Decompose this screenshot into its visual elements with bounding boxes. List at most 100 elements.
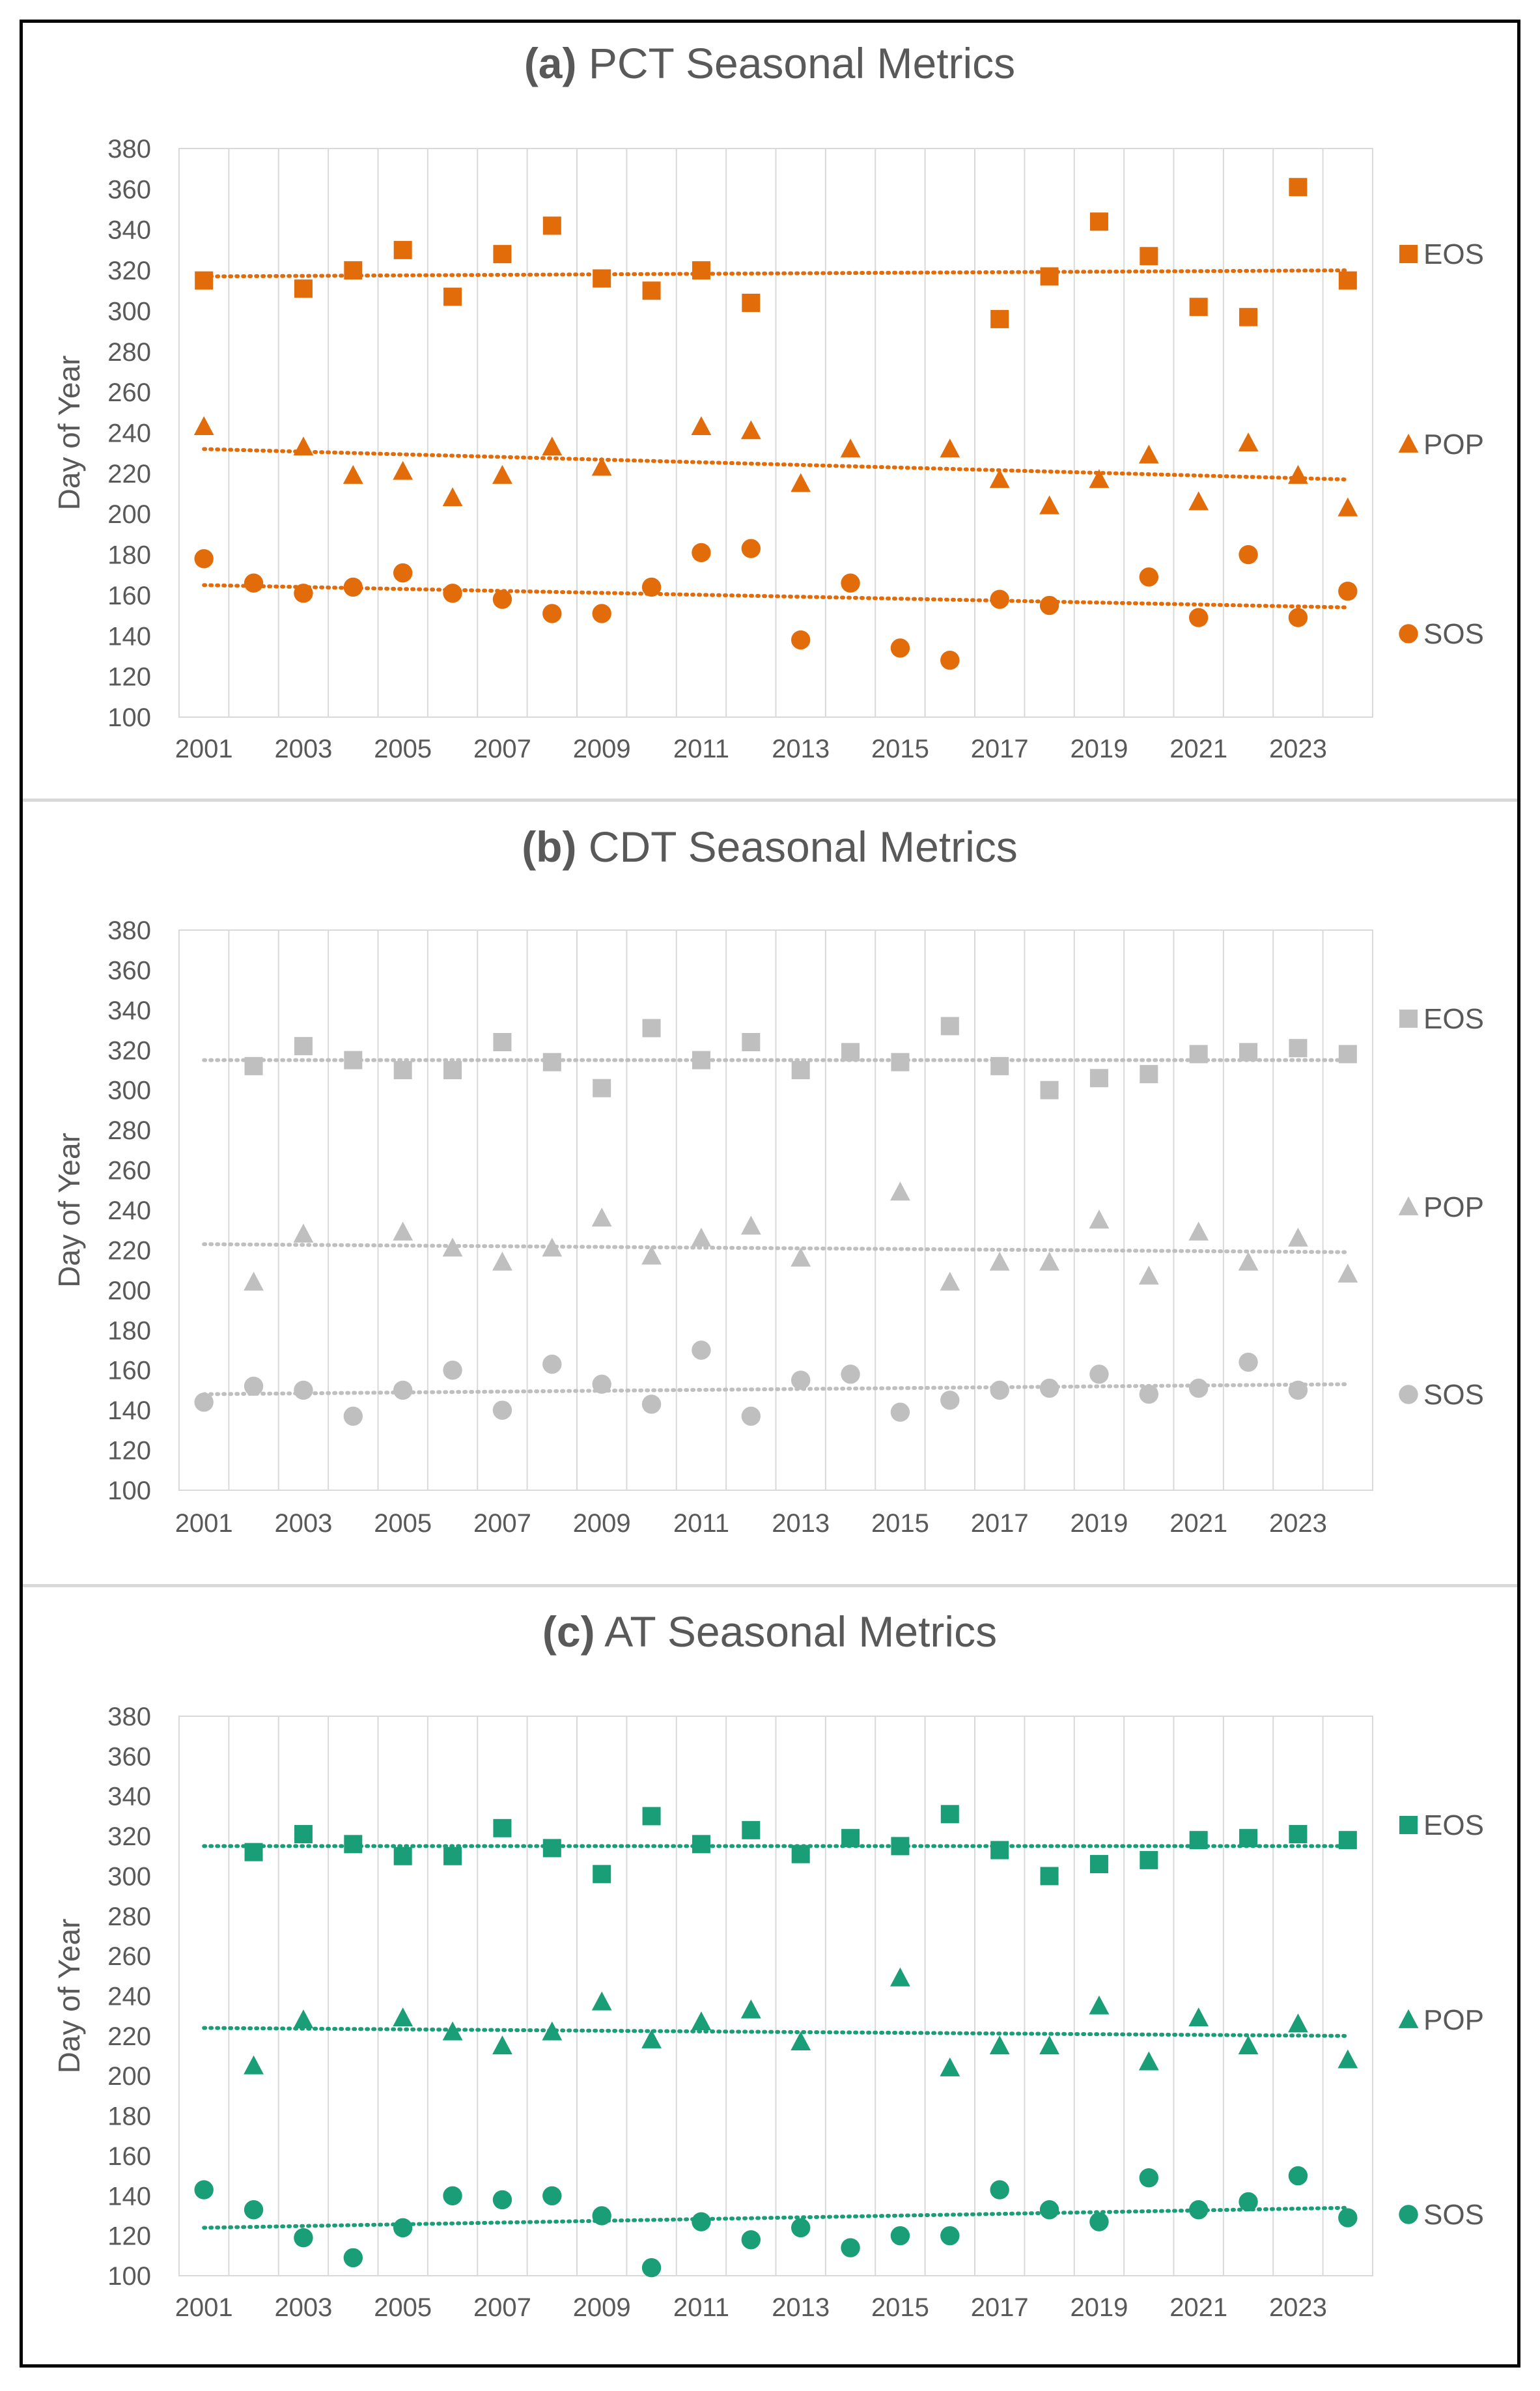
y-tick-label: 380: [107, 1703, 151, 1731]
x-tick-label: 2009: [573, 1509, 631, 1538]
data-point-eos: [244, 1843, 263, 1861]
data-point-eos: [692, 1051, 710, 1069]
data-point-sos: [194, 2180, 214, 2200]
series-sos: [194, 1340, 1350, 1426]
data-point-pop: [542, 1238, 563, 1257]
y-tick-label: 280: [107, 1116, 151, 1145]
data-point-pop: [591, 1208, 612, 1227]
trend-line-sos: [202, 583, 1350, 610]
plot-area: [178, 1716, 1373, 2276]
y-tick-label: 160: [107, 582, 151, 610]
x-tick-label: 2011: [673, 735, 729, 763]
data-point-pop: [393, 460, 413, 480]
data-point-eos: [1189, 1045, 1208, 1064]
data-point-pop: [244, 2055, 264, 2074]
data-point-sos: [343, 577, 363, 597]
legend-marker-eos: [1399, 1816, 1418, 1834]
data-point-eos: [1239, 1043, 1258, 1062]
y-tick-label: 200: [107, 1277, 151, 1305]
series-sos: [194, 539, 1358, 670]
x-tick-label: 2011: [673, 1509, 729, 1538]
y-tick-label: 220: [107, 460, 151, 488]
y-tick-label: 360: [107, 956, 151, 985]
data-point-sos: [1338, 581, 1358, 601]
y-tick-label: 360: [107, 175, 151, 204]
chart-panel-3: (c) AT Seasonal Metrics 100 120 140 160 180 20…: [52, 1607, 1484, 2322]
data-point-pop: [1039, 495, 1059, 515]
data-point-eos: [1289, 1825, 1308, 1844]
x-tick-label: 2007: [473, 1509, 531, 1538]
data-point-sos: [641, 577, 662, 597]
x-tick-label: 2023: [1269, 735, 1327, 763]
data-point-eos: [1338, 271, 1357, 290]
x-tick-label: 2009: [573, 2293, 631, 2322]
data-point-sos: [294, 2228, 313, 2248]
y-tick-label: 380: [107, 135, 151, 163]
data-point-sos: [1139, 567, 1159, 587]
data-point-eos: [642, 281, 661, 300]
data-point-sos: [841, 1365, 860, 1384]
data-point-eos: [692, 261, 710, 280]
data-point-eos: [443, 287, 462, 306]
data-point-sos: [393, 2218, 413, 2238]
x-tick-label: 2013: [772, 2293, 830, 2322]
data-point-eos: [443, 1061, 462, 1079]
y-tick-label: 100: [107, 2262, 151, 2291]
trend-line-pop: [202, 1242, 1350, 1254]
data-point-sos: [890, 638, 910, 658]
legend-label: EOS: [1423, 1003, 1484, 1035]
data-point-eos: [1239, 1829, 1258, 1848]
y-tick-label: 120: [107, 663, 151, 692]
data-point-pop: [1188, 2007, 1209, 2027]
data-point-sos: [940, 2226, 960, 2246]
data-point-eos: [692, 1835, 710, 1854]
data-point-sos: [1239, 2192, 1258, 2212]
legend-label: EOS: [1423, 238, 1484, 270]
data-point-pop: [1288, 2013, 1308, 2033]
data-point-pop: [393, 2007, 413, 2027]
data-point-pop: [791, 2031, 811, 2050]
data-point-sos: [1089, 2212, 1109, 2231]
data-point-sos: [990, 1380, 1009, 1400]
data-point-eos: [841, 1043, 860, 1062]
data-point-pop: [1039, 2035, 1059, 2055]
y-tick-label: 220: [107, 1236, 151, 1265]
x-tick-label: 2007: [473, 735, 531, 763]
data-point-sos: [1288, 1380, 1308, 1400]
data-point-sos: [741, 539, 761, 558]
data-point-sos: [1039, 1378, 1059, 1398]
x-tick-label: 2015: [871, 1509, 929, 1538]
data-point-sos: [641, 1394, 662, 1414]
data-point-pop: [1238, 432, 1259, 451]
data-point-pop: [591, 457, 612, 476]
x-tick-label: 2015: [871, 735, 929, 763]
x-tick-label: 2017: [971, 2293, 1029, 2322]
legend-marker-pop: [1398, 2009, 1419, 2028]
data-point-sos: [592, 1374, 611, 1394]
y-axis-label: Day of Year: [52, 1919, 86, 2074]
data-point-pop: [1089, 1995, 1110, 2015]
y-tick-label: 100: [107, 1477, 151, 1505]
data-point-sos: [1188, 608, 1209, 627]
data-point-eos: [1289, 178, 1308, 197]
data-point-eos: [1140, 247, 1158, 266]
data-point-sos: [1288, 2166, 1308, 2186]
x-tick-label: 2003: [274, 2293, 332, 2322]
data-point-eos: [593, 269, 611, 288]
y-tick-label: 300: [107, 297, 151, 326]
x-tick-label: 2003: [274, 735, 332, 763]
x-tick-label: 2017: [971, 735, 1029, 763]
data-point-sos: [692, 1340, 711, 1360]
data-point-pop: [393, 1221, 413, 1241]
data-point-sos: [1039, 2200, 1059, 2220]
panel-divider: [23, 1584, 1517, 1587]
data-point-pop: [1039, 1251, 1059, 1271]
y-tick-label: 240: [107, 1196, 151, 1225]
y-tick-label: 260: [107, 378, 151, 407]
data-point-sos: [1288, 608, 1308, 627]
x-tick-label: 2005: [374, 2293, 432, 2322]
data-point-sos: [542, 604, 562, 623]
data-point-sos: [890, 1402, 910, 1422]
x-tick-label: 2013: [772, 1509, 830, 1538]
data-point-sos: [592, 2206, 611, 2226]
